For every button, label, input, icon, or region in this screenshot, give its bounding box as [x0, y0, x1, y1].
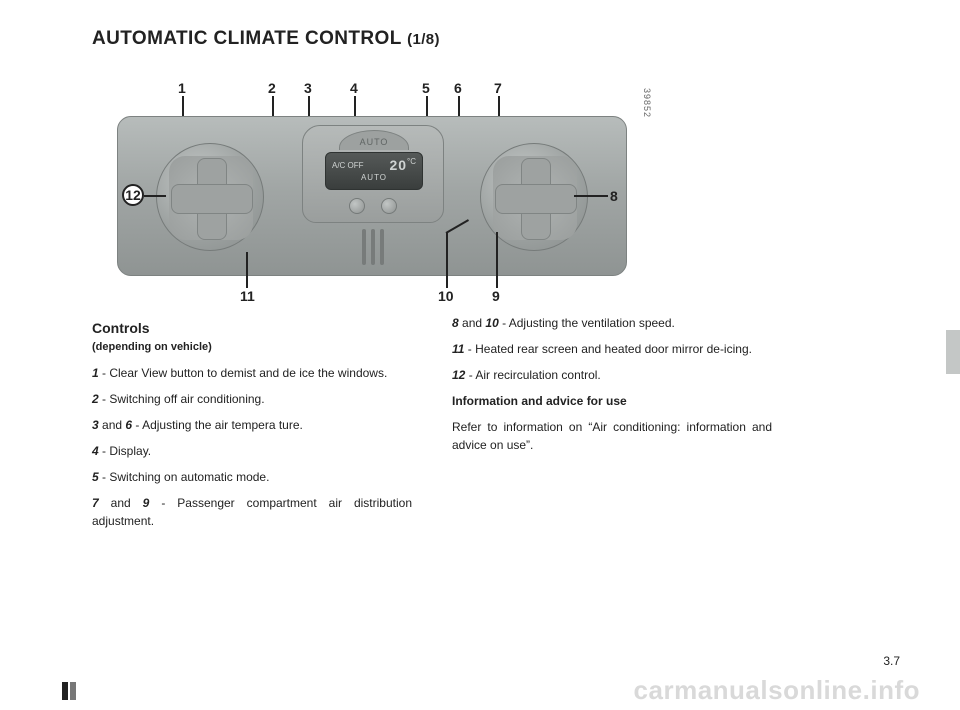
info-text: Refer to information on “Air conditio­ni… — [452, 418, 772, 454]
climate-panel: AUTO A/C OFF 20°C AUTO — [117, 116, 627, 276]
leader — [144, 195, 166, 197]
item-1: 1 - Clear View button to demist and de i… — [92, 364, 412, 382]
ac-off-label: A/C OFF — [332, 161, 364, 170]
callout-6: 6 — [454, 80, 462, 96]
controls-subheading: (depending on vehicle) — [92, 339, 412, 356]
vent-slits — [362, 229, 384, 265]
callout-1: 1 — [178, 80, 186, 96]
right-column: 8 and 10 - Adjusting the ventilation spe… — [452, 314, 772, 538]
auto-mode-label: AUTO — [361, 173, 387, 182]
callout-7: 7 — [494, 80, 502, 96]
center-module: AUTO A/C OFF 20°C AUTO — [302, 125, 444, 223]
item-3: 3 and 6 - Adjusting the air tempera ture… — [92, 416, 412, 434]
callout-11: 11 — [240, 288, 255, 304]
item-4: 4 - Display. — [92, 442, 412, 460]
item-7: 8 and 10 - Adjusting the ventilation spe… — [452, 314, 772, 332]
controls-heading: Controls — [92, 318, 412, 339]
callout-8: 8 — [610, 188, 618, 204]
text-columns: Controls (depending on vehicle) 1 - Clea… — [92, 314, 900, 538]
callout-10: 10 — [438, 288, 454, 304]
temp-unit: °C — [407, 157, 416, 166]
item-2: 2 - Switching off air conditioning. — [92, 390, 412, 408]
right-dial-pad — [493, 156, 577, 240]
footer-marks — [62, 682, 76, 700]
callout-12: 12 — [122, 184, 144, 206]
page-number: 3.7 — [883, 654, 900, 668]
callout-4: 4 — [350, 80, 358, 96]
title-main: AUTOMATIC CLIMATE CONTROL — [92, 28, 401, 49]
callout-9: 9 — [492, 288, 500, 304]
temp-value: 20 — [389, 157, 407, 173]
callout-3: 3 — [304, 80, 312, 96]
center-btn-right — [381, 198, 397, 214]
page-title: AUTOMATIC CLIMATE CONTROL (1/8) — [92, 28, 900, 50]
callout-2: 2 — [268, 80, 276, 96]
display-screen: A/C OFF 20°C AUTO — [325, 152, 423, 190]
auto-arc-label: AUTO — [339, 130, 409, 150]
info-heading: Information and advice for use — [452, 392, 772, 410]
left-dial — [156, 143, 264, 251]
manual-page: AUTOMATIC CLIMATE CONTROL (1/8) 39852 1 … — [0, 0, 960, 710]
figure: 39852 1 2 3 4 5 6 7 AUTO A/C — [92, 56, 652, 304]
center-stack: AUTO A/C OFF 20°C AUTO — [302, 125, 444, 269]
leader — [446, 232, 448, 288]
callout-5: 5 — [422, 80, 430, 96]
leader — [246, 252, 248, 288]
item-8: 11 - Heated rear screen and heated door … — [452, 340, 772, 358]
item-9: 12 - Air recirculation control. — [452, 366, 772, 384]
left-dial-pad — [169, 156, 253, 240]
section-tab — [946, 330, 960, 374]
leader — [574, 195, 608, 197]
item-5: 5 - Switching on automatic mode. — [92, 468, 412, 486]
left-column: Controls (depending on vehicle) 1 - Clea… — [92, 314, 412, 538]
item-6: 7 and 9 - Passenger compartment air dist… — [92, 494, 412, 530]
leader — [496, 232, 498, 288]
watermark: carmanualsonline.info — [634, 675, 920, 706]
title-sub: (1/8) — [407, 31, 440, 48]
center-btn-left — [349, 198, 365, 214]
figure-code: 39852 — [642, 88, 652, 118]
